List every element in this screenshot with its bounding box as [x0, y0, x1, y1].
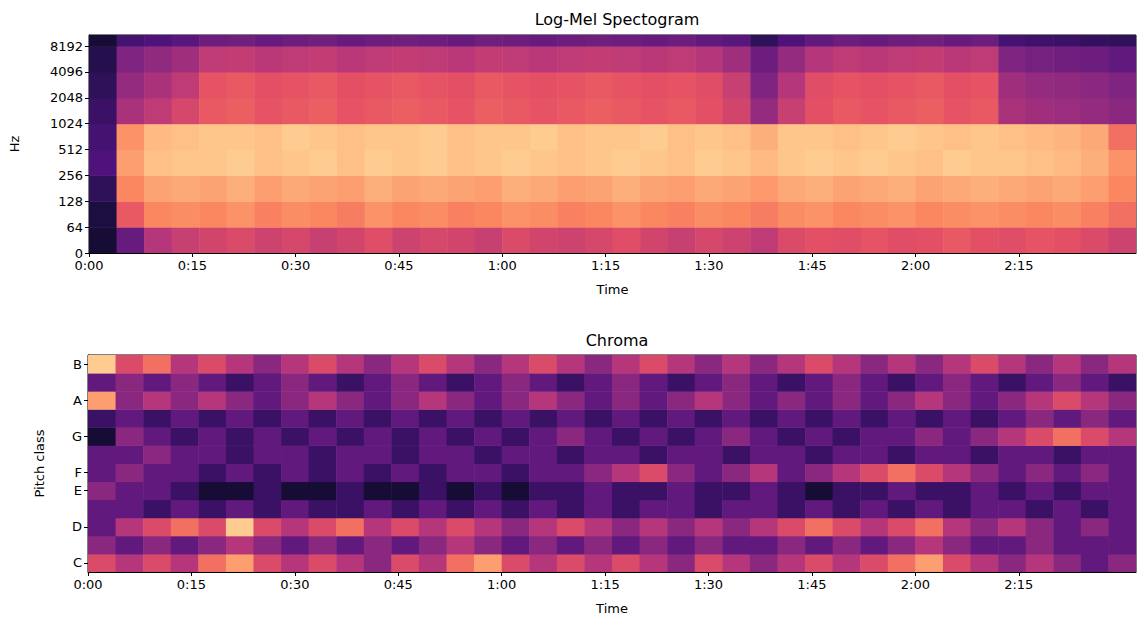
svg-text:B: B [73, 357, 82, 372]
svg-text:1024: 1024 [50, 116, 83, 131]
svg-text:4096: 4096 [50, 64, 83, 79]
svg-text:0:00: 0:00 [73, 577, 102, 592]
svg-text:1:00: 1:00 [488, 258, 517, 273]
svg-text:1:15: 1:15 [591, 258, 620, 273]
svg-text:F: F [75, 465, 82, 480]
svg-text:2048: 2048 [50, 90, 83, 105]
svg-text:0:15: 0:15 [178, 258, 207, 273]
svg-text:0:45: 0:45 [384, 258, 413, 273]
svg-text:2:00: 2:00 [901, 258, 930, 273]
svg-text:0:15: 0:15 [177, 577, 206, 592]
svg-text:A: A [73, 393, 82, 408]
svg-text:Hz: Hz [7, 136, 22, 153]
svg-text:2:00: 2:00 [901, 577, 930, 592]
svg-text:8192: 8192 [50, 39, 83, 54]
svg-text:E: E [74, 483, 82, 498]
svg-text:0:30: 0:30 [280, 577, 309, 592]
svg-text:C: C [73, 555, 82, 570]
svg-text:1:45: 1:45 [797, 577, 826, 592]
svg-text:512: 512 [58, 142, 83, 157]
svg-text:Log-Mel Spectogram: Log-Mel Spectogram [535, 10, 700, 29]
svg-text:2:15: 2:15 [1004, 577, 1033, 592]
svg-text:Chroma: Chroma [586, 331, 649, 350]
svg-text:64: 64 [66, 220, 83, 235]
svg-text:1:45: 1:45 [798, 258, 827, 273]
svg-text:1:30: 1:30 [694, 577, 723, 592]
svg-text:Time: Time [596, 282, 629, 297]
svg-text:D: D [72, 519, 82, 534]
svg-text:2:15: 2:15 [1004, 258, 1033, 273]
svg-text:1:30: 1:30 [694, 258, 723, 273]
svg-text:Pitch class: Pitch class [32, 429, 47, 497]
svg-text:128: 128 [58, 194, 83, 209]
svg-text:0:00: 0:00 [74, 258, 103, 273]
svg-text:0: 0 [74, 245, 83, 261]
svg-text:1:00: 1:00 [487, 577, 516, 592]
svg-text:G: G [72, 429, 82, 444]
svg-text:0:30: 0:30 [281, 258, 310, 273]
svg-text:0:45: 0:45 [384, 577, 413, 592]
svg-text:Time: Time [595, 601, 628, 616]
svg-text:1:15: 1:15 [591, 577, 620, 592]
svg-text:256: 256 [58, 168, 83, 183]
